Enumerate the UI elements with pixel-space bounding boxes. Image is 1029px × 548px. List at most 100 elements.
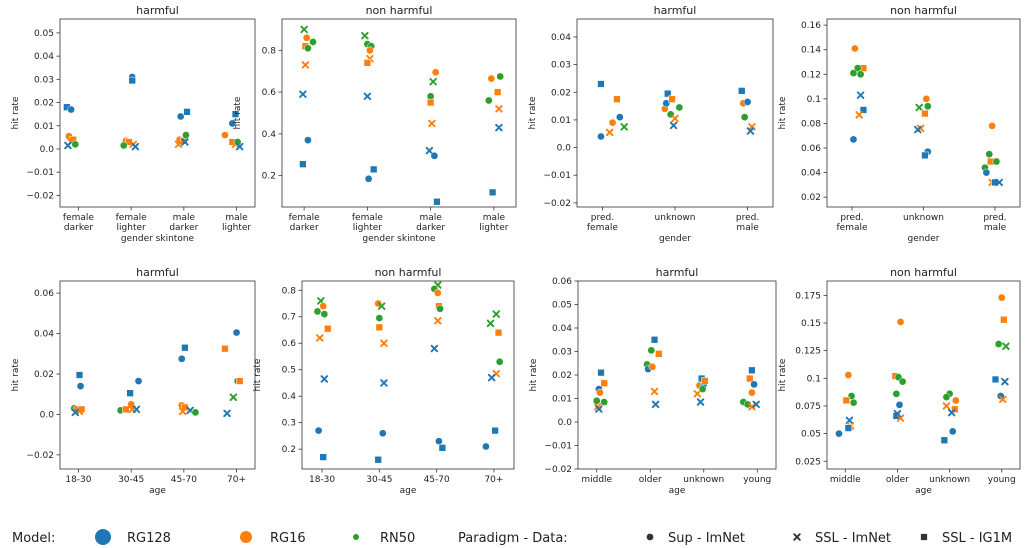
data-point-rg16-square — [655, 350, 663, 358]
x-tick-label: middle — [581, 475, 612, 485]
data-point-rg128-x — [856, 91, 865, 99]
legend-label-paradigm: SSL - ImNet — [815, 531, 891, 546]
data-point-rn50-circle — [740, 113, 749, 121]
data-point-rg16-x — [855, 111, 863, 119]
legend-label-rg128: RG128 — [127, 531, 171, 546]
data-point-rg128-square — [438, 444, 447, 452]
data-point-rn50-circle — [892, 389, 901, 398]
data-point-rg128-x — [669, 121, 678, 130]
data-point-rg128-circle — [615, 113, 624, 121]
legend-paradigm-label: Paradigm - Data: — [458, 531, 568, 546]
x-tick-label: unknown — [903, 213, 944, 223]
data-point-rg128-x — [495, 123, 503, 132]
data-point-rg128-square — [859, 106, 868, 114]
y-tick-label: 0.4 — [282, 392, 297, 402]
x-axis-label: age — [400, 486, 417, 496]
y-tick-label: 0.08 — [801, 119, 821, 129]
y-tick-label: −0.02 — [26, 191, 54, 201]
y-tick-label: 0.05 — [801, 430, 821, 440]
data-point-rg128-circle — [430, 151, 439, 160]
data-point-rg128-circle — [134, 377, 143, 385]
data-point-rn50-circle — [309, 38, 317, 46]
data-point-rg16-x — [999, 395, 1007, 404]
data-point-rg128-circle — [835, 429, 843, 438]
plot-frame — [59, 18, 256, 208]
data-point-rg128-square — [181, 344, 189, 352]
data-point-rg128-circle — [849, 135, 858, 144]
x-tick-label: middle — [830, 475, 861, 485]
panel-title: harmful — [656, 266, 699, 279]
data-point-rg128-x — [995, 178, 1004, 187]
data-point-rg16-square — [1000, 316, 1008, 324]
data-point-rg16-circle — [431, 68, 440, 77]
data-point-rg128-square — [940, 436, 949, 444]
data-point-rg128-x — [223, 409, 231, 418]
data-point-rn50-circle — [592, 397, 601, 405]
data-point-rn50-circle — [182, 131, 190, 139]
x-tick-label: 18-30 — [309, 475, 335, 485]
y-tick-label: −0.02 — [543, 199, 571, 209]
x-tick-label: 18-30 — [65, 475, 91, 485]
data-point-rg128-x — [893, 409, 902, 418]
y-tick-label: 0.04 — [551, 33, 571, 43]
x-tick-label: male lighter — [222, 213, 251, 233]
y-tick-label: −0.01 — [26, 168, 54, 178]
y-tick-label: 0.02 — [552, 371, 572, 381]
y-tick-label: −0.01 — [544, 442, 572, 452]
data-point-rn50-x — [429, 77, 437, 86]
x-tick-label: unknown — [929, 475, 970, 485]
data-point-rg128-circle — [662, 99, 671, 108]
data-point-rg16-square — [921, 109, 929, 118]
data-point-rg128-circle — [895, 401, 904, 409]
data-point-rn50-circle — [484, 96, 493, 105]
data-point-rg128-square — [126, 389, 134, 397]
data-point-rn50-x — [492, 310, 500, 318]
y-tick-label: 0.8 — [282, 286, 297, 296]
data-point-rg128-x — [380, 379, 388, 387]
panel-8: non harmful 0.025 0.05 0.075 0.1 0.125 0.15 0.1… — [778, 266, 1021, 496]
data-point-rg128-circle — [177, 354, 186, 363]
legend-marker-rg128 — [95, 529, 111, 545]
y-axis-label: hit rate — [11, 358, 21, 391]
data-point-rg16-circle — [922, 95, 931, 103]
data-point-rg128-circle — [314, 426, 323, 435]
data-point-rg16-x — [942, 402, 951, 410]
legend-label-paradigm: SSL - IG1M — [942, 531, 1012, 546]
data-point-rn50-circle — [942, 393, 951, 401]
data-point-rg128-square — [664, 89, 672, 98]
data-point-rn50-x — [1002, 342, 1010, 350]
y-tick-label: 0.175 — [795, 291, 821, 301]
data-point-rn50-x — [361, 31, 369, 40]
data-point-rg128-x — [947, 408, 956, 417]
data-point-rn50-x — [915, 103, 923, 112]
panel-5: harmful −0.02 0.0 0.02 0.04 0.06 18-30 30-45 45-… — [11, 266, 256, 496]
y-tick-label: 0.04 — [552, 324, 572, 334]
x-tick-label: pred. female — [587, 213, 618, 233]
data-point-rg16-x — [428, 119, 436, 128]
x-tick-label: older — [886, 475, 909, 485]
y-tick-label: 0.6 — [262, 88, 277, 98]
data-point-rn50-x — [377, 302, 386, 310]
data-point-rn50-circle — [994, 340, 1003, 348]
panel-3: harmful −0.02 −0.01 0.0 0.01 0.02 0.03 0.04 pred… — [528, 4, 774, 244]
data-point-rg16-circle — [951, 396, 960, 405]
y-axis-label: hit rate — [529, 358, 539, 391]
y-tick-label: 0.0 — [40, 145, 55, 155]
y-tick-label: 0.0 — [557, 144, 572, 154]
y-tick-label: 0.05 — [34, 29, 54, 39]
y-tick-label: 0.4 — [262, 130, 277, 140]
data-point-rn50-circle — [743, 400, 752, 409]
data-point-rg128-x — [181, 138, 189, 146]
data-point-rn50-circle — [304, 44, 312, 53]
data-point-rg128-x — [752, 400, 760, 409]
data-point-rg128-square — [597, 369, 605, 377]
x-tick-label: 45-70 — [171, 475, 197, 485]
data-point-rg128-square — [183, 108, 191, 116]
panel-1: harmful −0.02 −0.01 0.0 0.01 0.02 0.03 0.04 0.05… — [11, 4, 256, 244]
data-point-rg16-x — [650, 387, 659, 396]
y-tick-label: 0.3 — [282, 419, 296, 429]
x-tick-label: 30-45 — [118, 475, 144, 485]
data-point-rg16-x — [434, 316, 442, 325]
y-axis-label: hit rate — [528, 96, 538, 129]
